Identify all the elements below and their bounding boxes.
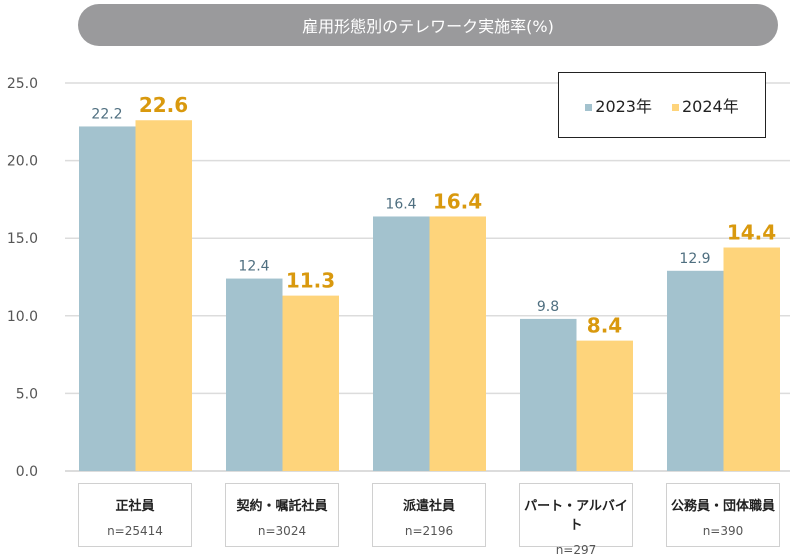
y-tick-label: 15.0 [7, 231, 38, 247]
legend-label: 2024年 [682, 97, 739, 116]
legend-swatch [672, 104, 679, 111]
bar-2024年 [429, 216, 486, 471]
sample-size: n=390 [702, 524, 744, 538]
data-label: 16.4 [385, 196, 416, 212]
sample-size: n=297 [555, 543, 597, 557]
y-tick-label: 5.0 [16, 386, 38, 402]
category-label: 公務員・団体職員 n=390 [666, 483, 780, 547]
bar-2024年 [723, 247, 780, 471]
category-label: 契約・嘱託社員 n=3024 [225, 483, 339, 547]
data-label: 8.4 [587, 314, 622, 338]
data-label: 22.6 [139, 93, 188, 117]
bar-2023年 [520, 318, 577, 471]
data-label: 12.4 [238, 259, 269, 275]
sample-size: n=3024 [257, 524, 307, 538]
legend: 2023年 2024年 [558, 72, 766, 138]
legend-swatch [585, 104, 593, 111]
y-tick-label: 0.0 [16, 464, 38, 480]
bar-2023年 [373, 216, 430, 471]
bar-2024年 [135, 120, 192, 472]
category-name: 正社員 [115, 499, 155, 514]
category-label: パート・アルバイト n=297 [519, 483, 633, 557]
y-tick-label: 25.0 [7, 76, 38, 92]
legend-label: 2023年 [595, 97, 652, 116]
bar-2023年 [667, 270, 724, 471]
bar-2023年 [226, 278, 283, 471]
category-label: 正社員 n=25414 [78, 483, 192, 547]
sample-size: n=25414 [107, 524, 163, 538]
y-tick-label: 10.0 [7, 309, 38, 325]
legend-item-2024: 2024年 [672, 93, 739, 117]
category-label: 派遣社員 n=2196 [372, 483, 486, 547]
category-name: 公務員・団体職員 [670, 499, 775, 514]
bar-2024年 [282, 295, 339, 471]
category-name: 派遣社員 [402, 499, 455, 514]
data-label: 9.8 [537, 299, 559, 315]
data-label: 12.9 [679, 251, 710, 267]
category-name: 契約・嘱託社員 [236, 499, 328, 514]
y-tick-label: 20.0 [7, 154, 38, 170]
chart-title: 雇用形態別のテレワーク実施率(%) [78, 4, 778, 46]
data-label: 16.4 [433, 189, 482, 213]
sample-size: n=2196 [404, 524, 454, 538]
data-label: 11.3 [286, 269, 335, 293]
category-name: パート・アルバイト [524, 499, 628, 533]
data-label: 22.2 [91, 106, 122, 122]
bar-2024年 [576, 340, 633, 471]
data-label: 14.4 [727, 221, 776, 245]
bar-2023年 [79, 126, 136, 472]
legend-item-2023: 2023年 [585, 93, 652, 117]
